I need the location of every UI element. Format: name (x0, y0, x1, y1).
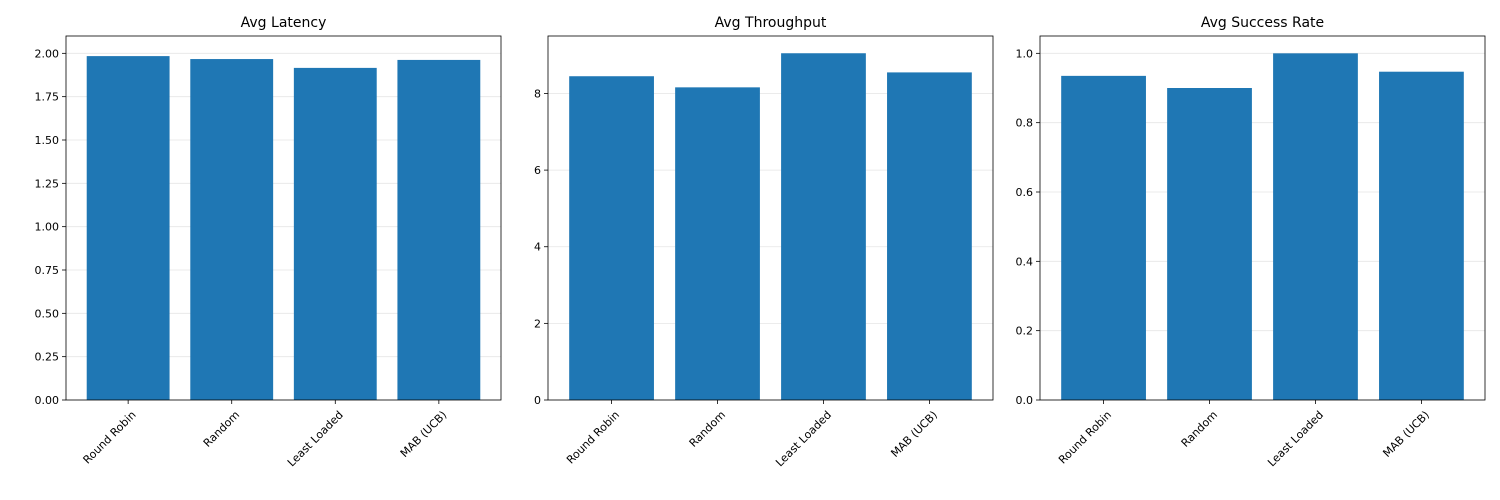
bar (887, 72, 972, 401)
bar (397, 59, 481, 401)
y-tick-label: 0.6 (1016, 186, 1034, 199)
bar (1061, 75, 1146, 400)
bar (1167, 88, 1252, 400)
chart-panel: 0 2 4 6 8 Round Robin Random Least Loaded MAB (U… (534, 15, 994, 469)
y-tick-label: 0.00 (35, 394, 60, 407)
x-tick-label: Random (1179, 408, 1220, 449)
bar (569, 76, 654, 401)
y-tick-label: 1.00 (35, 221, 60, 234)
x-tick-label: MAB (UCB) (1380, 408, 1432, 460)
x-tick-label: Round Robin (81, 408, 139, 466)
y-tick-label: 0.75 (35, 264, 60, 277)
y-tick-label: 0.50 (35, 307, 60, 320)
x-tick-label: Least Loaded (1265, 408, 1326, 469)
x-tick-label: MAB (UCB) (888, 408, 940, 460)
y-tick-label: 1.50 (35, 134, 60, 147)
chart-title: Avg Throughput (715, 15, 827, 31)
chart-panel: 0.00 0.25 0.50 0.75 1.00 1.25 1.50 1.75 2.00 Roun… (35, 15, 502, 469)
y-tick-label: 0.8 (1016, 117, 1034, 130)
bar (1273, 53, 1358, 400)
y-tick-label: 0 (534, 394, 541, 407)
y-tick-label: 0.4 (1016, 255, 1034, 268)
x-tick-label: Round Robin (1056, 408, 1114, 466)
chart-panel: 0.0 0.2 0.4 0.6 0.8 1.0 Round Robin Random Least… (1016, 15, 1486, 469)
x-tick-label: Round Robin (564, 408, 622, 466)
chart-panels: 0.000.250.500.751.001.251.501.752.00Roun… (35, 15, 1486, 469)
x-tick-label: Random (201, 408, 242, 449)
chart-title: Avg Success Rate (1201, 15, 1324, 31)
x-tick-label: MAB (UCB) (398, 408, 450, 460)
bar (781, 53, 866, 401)
bar (1379, 71, 1464, 400)
bar (675, 87, 760, 401)
x-tick-label: Least Loaded (285, 408, 346, 469)
y-tick-label: 0.2 (1016, 325, 1034, 338)
bar (190, 59, 274, 400)
x-tick-label: Least Loaded (773, 408, 834, 469)
axes-frame (65, 35, 502, 401)
chart-title: Avg Latency (241, 15, 327, 31)
y-tick-label: 2 (534, 317, 541, 330)
y-tick-label: 4 (534, 241, 541, 254)
y-tick-label: 1.25 (35, 177, 60, 190)
axes-frame (547, 35, 994, 401)
bar (293, 67, 377, 400)
y-tick-label: 8 (534, 87, 541, 100)
y-tick-label: 6 (534, 164, 541, 177)
axes-frame (1039, 35, 1486, 401)
y-tick-label: 2.00 (35, 47, 60, 60)
y-tick-label: 1.0 (1016, 47, 1034, 60)
x-tick-label: Random (687, 408, 728, 449)
bar (86, 56, 170, 401)
y-tick-label: 0.25 (35, 351, 60, 364)
y-tick-label: 1.75 (35, 91, 60, 104)
y-tick-label: 0.0 (1016, 394, 1034, 407)
